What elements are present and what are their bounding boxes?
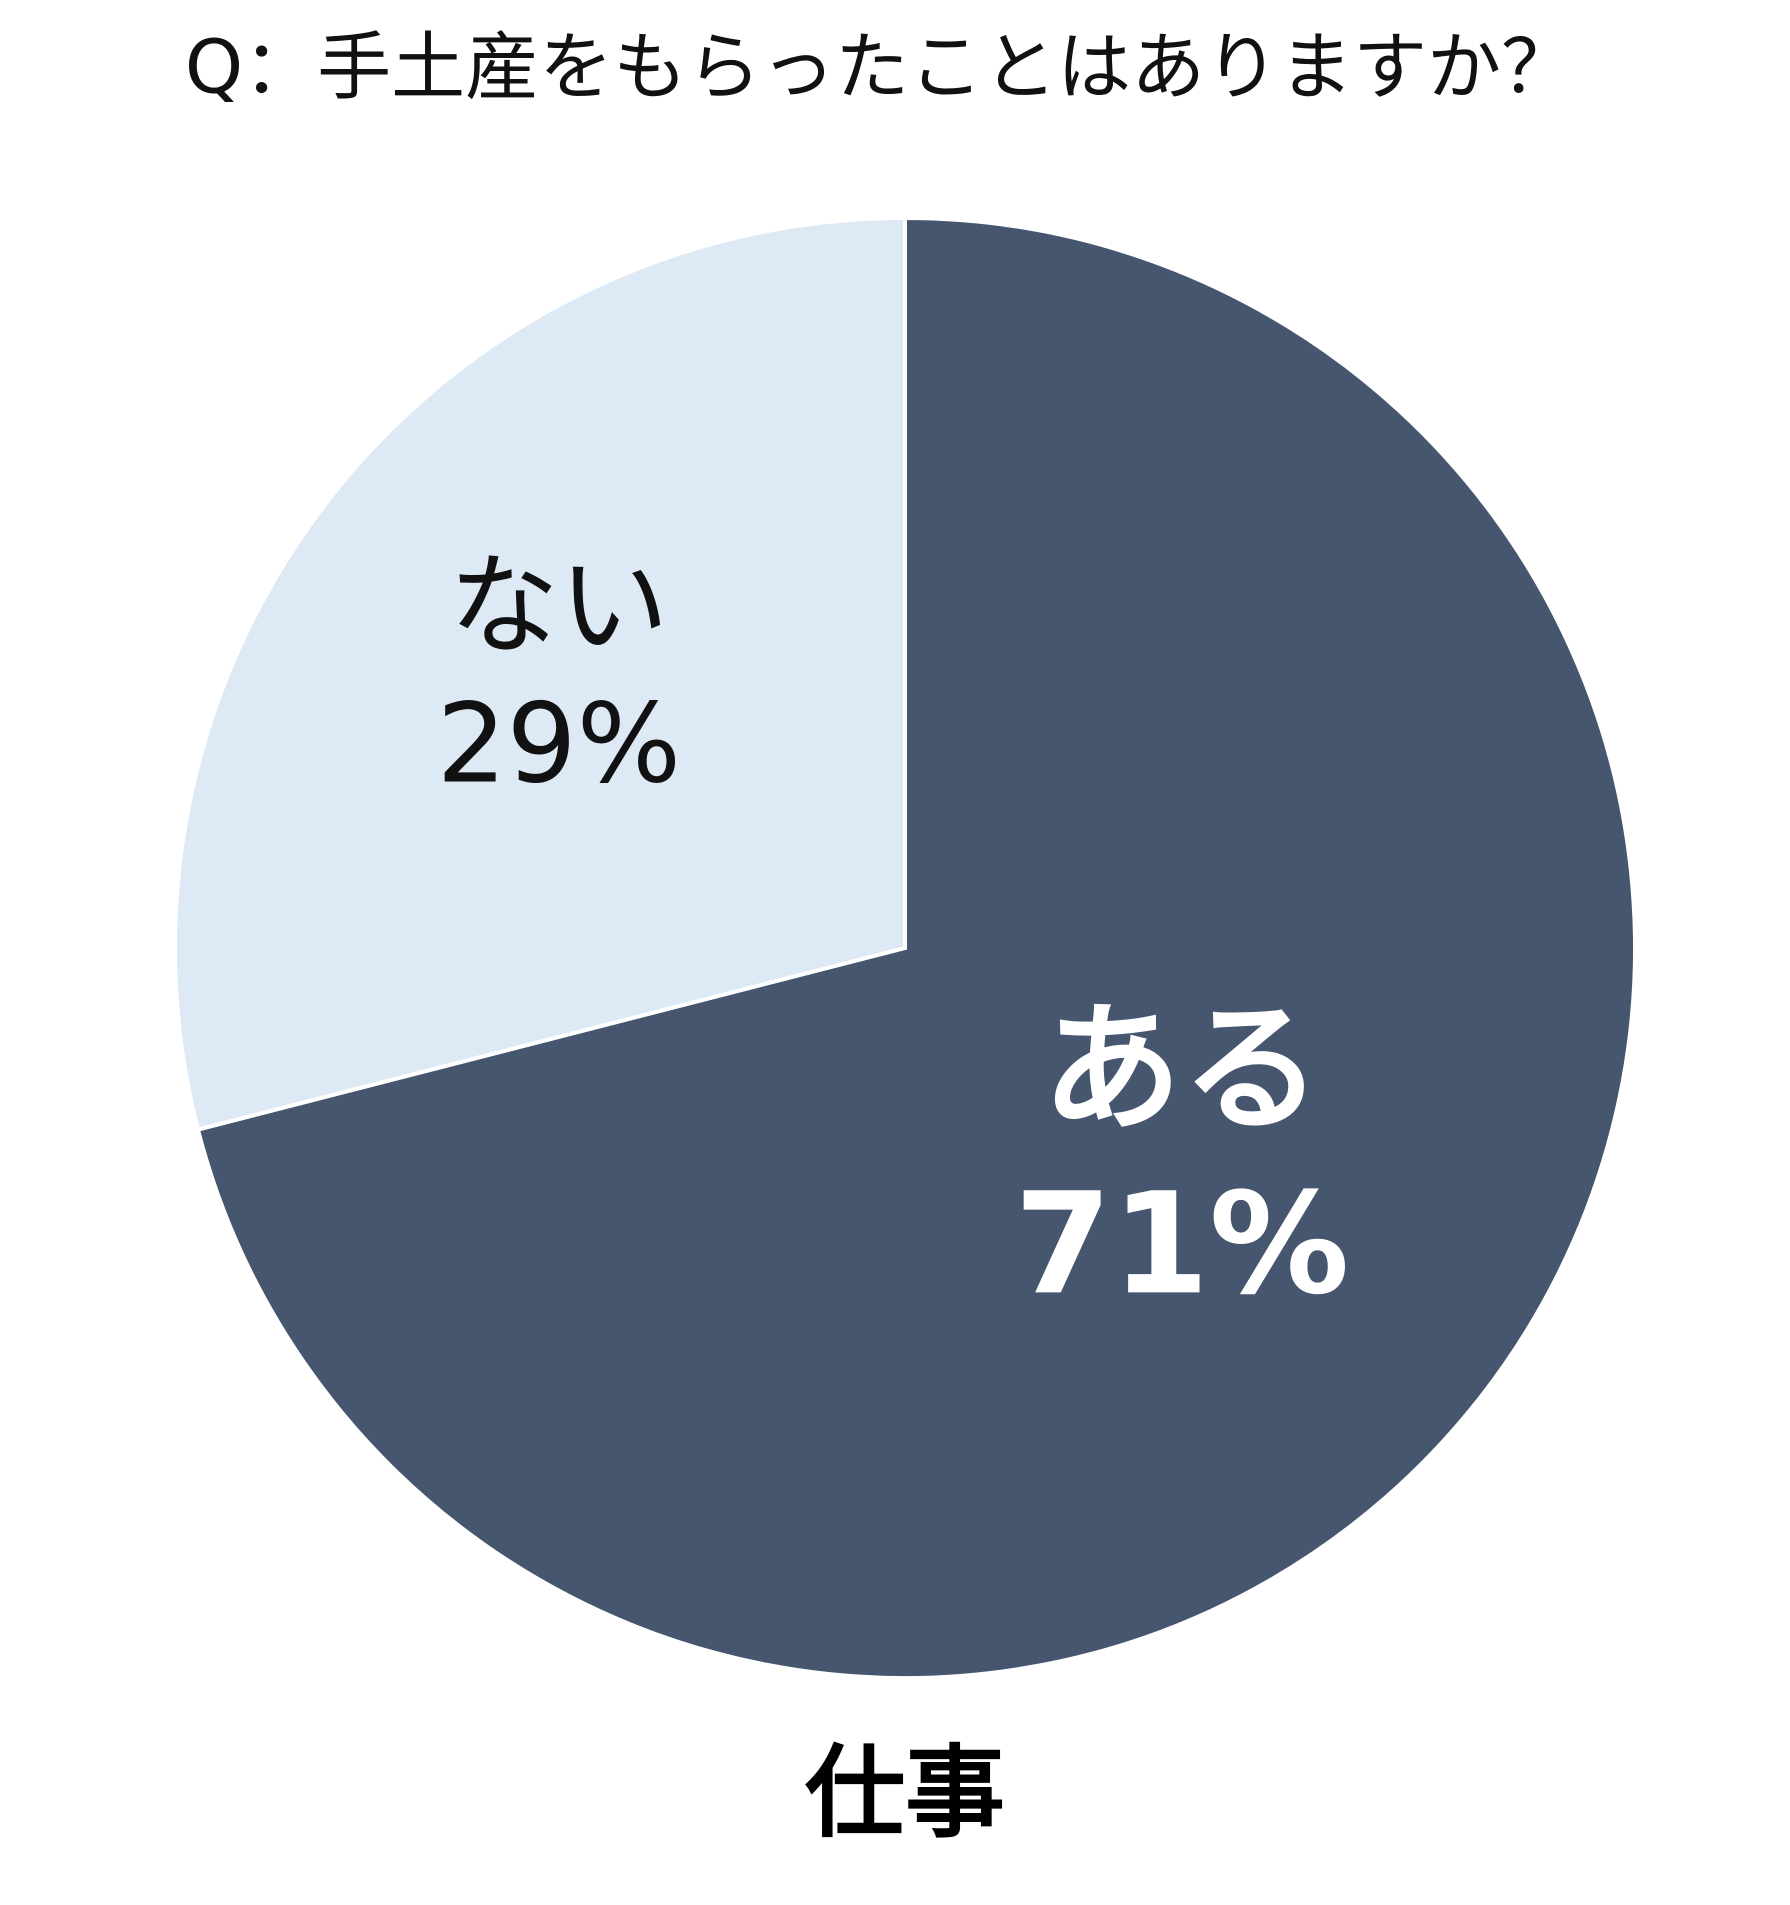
slice-category-label: ない [449, 542, 669, 670]
slice-value-label: 71% [1014, 1163, 1349, 1326]
chart-caption: 仕事 [805, 1734, 1005, 1851]
pie-slice [173, 215, 907, 1132]
pie [173, 215, 1637, 1680]
slice-category-label: ある [1042, 988, 1322, 1151]
slice-value-label: 29% [437, 679, 682, 807]
chart-title: Q：手土産をもらったことはありますか？ [185, 25, 1575, 111]
pie-slice [195, 215, 1637, 1680]
